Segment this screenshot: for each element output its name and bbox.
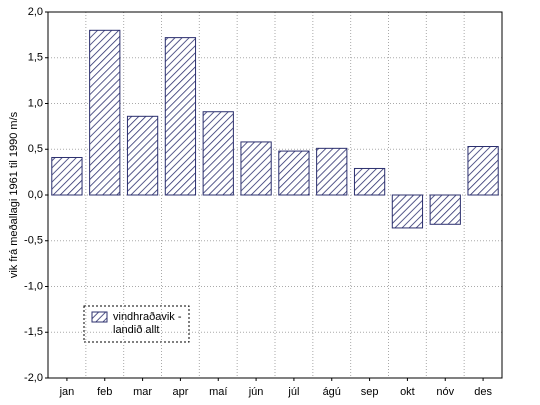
y-tick-label: 1,0 <box>28 97 43 109</box>
x-tick-label: feb <box>97 386 112 398</box>
legend-swatch <box>91 311 108 323</box>
x-tick-label: okt <box>400 386 415 398</box>
x-tick-label: mar <box>133 386 152 398</box>
bar <box>353 167 386 196</box>
x-tick-label: nóv <box>436 386 454 398</box>
y-tick-label: -0,5 <box>24 235 43 247</box>
y-tick-label: 0,5 <box>28 143 43 155</box>
bar <box>429 194 461 225</box>
bar <box>51 156 83 196</box>
bar <box>467 146 499 196</box>
x-tick-label: maí <box>209 386 227 398</box>
legend-box <box>83 305 190 343</box>
bar <box>240 141 272 196</box>
bar <box>164 37 197 196</box>
x-tick-label: jún <box>248 386 264 398</box>
x-tick-label: des <box>474 386 492 398</box>
x-tick-label: jan <box>59 386 75 398</box>
bar <box>126 115 159 196</box>
bar <box>89 29 121 196</box>
x-tick-label: júl <box>287 386 299 398</box>
y-tick-label: 2,0 <box>28 6 43 18</box>
bar <box>278 150 310 196</box>
legend-label: vindhraðavik - landið allt <box>113 311 182 336</box>
y-tick-label: -1,0 <box>24 280 43 292</box>
x-tick-label: apr <box>172 386 188 398</box>
x-tick-label: sep <box>361 386 379 398</box>
bar <box>202 111 234 196</box>
y-tick-label: 1,5 <box>28 52 43 64</box>
bar <box>316 147 348 196</box>
y-tick-label: 0,0 <box>28 189 43 201</box>
x-tick-label: ágú <box>323 386 341 398</box>
bar <box>391 194 424 229</box>
y-axis-label: vik frá meðallagi 1961 til 1990 m/s <box>8 111 20 278</box>
plot-frame <box>47 11 503 379</box>
y-tick-label: -2,0 <box>24 372 43 384</box>
y-tick-label: -1,5 <box>24 326 43 338</box>
